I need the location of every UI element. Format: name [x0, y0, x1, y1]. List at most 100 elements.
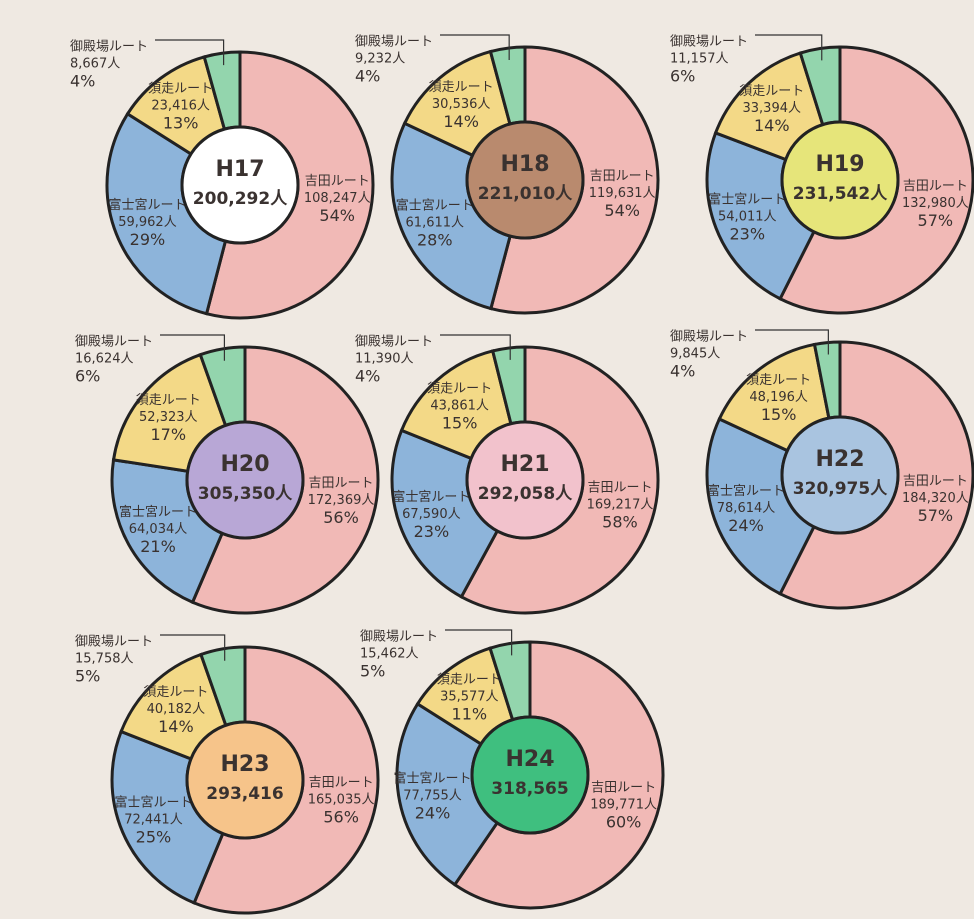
- value-label: 119,631人: [589, 186, 656, 201]
- percent-label: 13%: [163, 114, 199, 133]
- percent-label: 57%: [918, 506, 954, 525]
- center-title: H17: [215, 157, 264, 182]
- value-label: 165,035人: [308, 793, 375, 808]
- center-total: 318,565: [491, 779, 568, 799]
- donut-chart: 吉田ルート132,980人57%富士宮ルート54,011人23%須走ルート33,…: [670, 35, 973, 313]
- percent-label: 14%: [443, 112, 479, 131]
- percent-label: 4%: [70, 72, 95, 91]
- page: {"chart_data": [ {"type": "pie", "title"…: [0, 0, 974, 919]
- value-label: 30,536人: [432, 97, 491, 112]
- value-label: 43,861人: [430, 398, 489, 413]
- value-label: 132,980人: [902, 196, 969, 211]
- segment-label: 御殿場ルート: [75, 635, 153, 650]
- segment-label: 御殿場ルート: [670, 35, 748, 50]
- center-title: H20: [220, 452, 269, 477]
- percent-label: 15%: [442, 413, 478, 432]
- segment-label: 須走ルート: [143, 685, 208, 700]
- donut-chart: 吉田ルート108,247人54%富士宮ルート59,962人29%須走ルート23,…: [70, 40, 373, 318]
- percent-label: 15%: [761, 405, 797, 424]
- value-label: 78,614人: [717, 501, 776, 516]
- segment-label: 御殿場ルート: [70, 40, 148, 55]
- segment-label: 吉田ルート: [309, 776, 374, 791]
- percent-label: 17%: [151, 425, 187, 444]
- segment-label: 須走ルート: [746, 373, 811, 388]
- segment-label: 須走ルート: [739, 84, 804, 99]
- segment-label: 吉田ルート: [903, 474, 968, 489]
- segment-label: 富士宮ルート: [396, 197, 474, 213]
- segment-label: 富士宮ルート: [707, 483, 785, 499]
- center-total: 293,416: [206, 784, 283, 804]
- value-label: 72,441人: [124, 812, 183, 827]
- value-label: 11,390人: [355, 352, 414, 367]
- segment-label: 御殿場ルート: [355, 35, 433, 50]
- value-label: 64,034人: [129, 522, 188, 537]
- segment-label: 須走ルート: [429, 80, 494, 95]
- segment-label: 御殿場ルート: [75, 335, 153, 350]
- donut-chart: 吉田ルート184,320人57%富士宮ルート78,614人24%須走ルート48,…: [670, 330, 973, 608]
- donut-chart: 吉田ルート189,771人60%富士宮ルート77,755人24%須走ルート35,…: [360, 630, 663, 909]
- center-circle: [782, 122, 898, 238]
- segment-label: 御殿場ルート: [670, 330, 748, 345]
- center-total: 292,058人: [478, 484, 573, 504]
- donut-chart: 吉田ルート172,369人56%富士宮ルート64,034人21%須走ルート52,…: [75, 335, 378, 613]
- center-title: H18: [500, 152, 549, 177]
- center-circle: [472, 717, 588, 833]
- value-label: 15,462人: [360, 647, 419, 662]
- percent-label: 60%: [606, 813, 642, 832]
- segment-label: 須走ルート: [148, 82, 213, 97]
- segment-label: 富士宮ルート: [394, 771, 472, 787]
- segment-label: 富士宮ルート: [108, 197, 186, 213]
- percent-label: 14%: [754, 116, 790, 135]
- value-label: 189,771人: [590, 798, 657, 813]
- percent-label: 24%: [728, 516, 764, 535]
- percent-label: 14%: [158, 717, 194, 736]
- value-label: 40,182人: [147, 702, 206, 717]
- percent-label: 56%: [323, 808, 359, 827]
- segment-label: 富士宮ルート: [114, 794, 192, 810]
- poster: 吉田ルート108,247人54%富士宮ルート59,962人29%須走ルート23,…: [0, 0, 974, 919]
- center-total: 305,350人: [198, 484, 293, 504]
- center-title: H23: [220, 752, 269, 777]
- percent-label: 21%: [140, 537, 176, 556]
- value-label: 48,196人: [749, 390, 808, 405]
- center-title: H24: [505, 747, 554, 772]
- percent-label: 4%: [670, 362, 695, 381]
- center-total: 200,292人: [193, 189, 288, 209]
- value-label: 33,394人: [743, 101, 802, 116]
- segment-label: 富士宮ルート: [708, 192, 786, 208]
- segment-label: 御殿場ルート: [360, 630, 438, 645]
- value-label: 16,624人: [75, 352, 134, 367]
- percent-label: 5%: [75, 667, 100, 686]
- percent-label: 11%: [452, 705, 488, 724]
- percent-label: 28%: [417, 230, 453, 249]
- segment-label: 吉田ルート: [308, 476, 373, 491]
- percent-label: 25%: [136, 827, 172, 846]
- percent-label: 23%: [414, 522, 450, 541]
- percent-label: 56%: [323, 508, 359, 527]
- center-circle: [467, 422, 583, 538]
- value-label: 172,369人: [308, 493, 375, 508]
- value-label: 59,962人: [118, 215, 177, 230]
- center-circle: [187, 722, 303, 838]
- segment-label: 御殿場ルート: [355, 335, 433, 350]
- value-label: 15,758人: [75, 652, 134, 667]
- donut-chart: 吉田ルート119,631人54%富士宮ルート61,611人28%須走ルート30,…: [355, 35, 658, 314]
- segment-label: 吉田ルート: [591, 781, 656, 796]
- percent-label: 4%: [355, 67, 380, 86]
- center-title: H21: [500, 452, 549, 477]
- value-label: 52,323人: [139, 410, 198, 425]
- percent-label: 5%: [360, 662, 385, 681]
- percent-label: 4%: [355, 367, 380, 386]
- percent-label: 57%: [918, 211, 954, 230]
- percent-label: 6%: [75, 367, 100, 386]
- segment-label: 須走ルート: [427, 381, 492, 396]
- value-label: 108,247人: [304, 191, 371, 206]
- center-total: 320,975人: [793, 479, 888, 499]
- value-label: 23,416人: [151, 99, 210, 114]
- segment-label: 富士宮ルート: [392, 489, 470, 505]
- center-title: H19: [815, 152, 864, 177]
- percent-label: 24%: [415, 804, 451, 823]
- segment-label: 富士宮ルート: [119, 504, 197, 520]
- percent-label: 54%: [319, 206, 355, 225]
